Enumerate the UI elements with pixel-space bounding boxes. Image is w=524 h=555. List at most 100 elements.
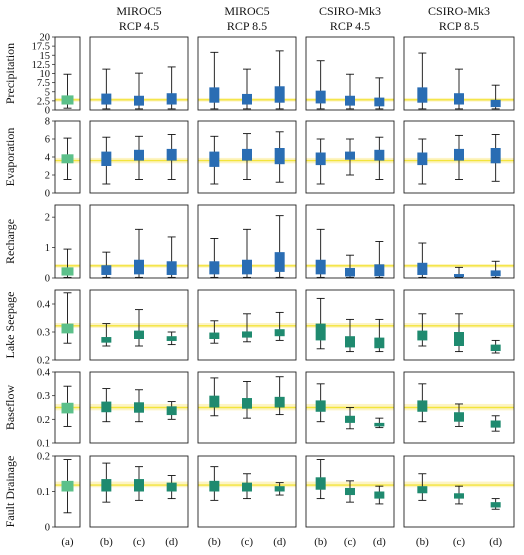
box-d — [166, 482, 177, 492]
box-c — [242, 331, 252, 338]
y-axis-title-fault-drainage: Fault Drainage — [3, 456, 17, 528]
box-b — [315, 323, 326, 341]
panel-frame — [403, 371, 515, 444]
box-c — [345, 151, 355, 160]
box-a — [61, 154, 74, 164]
panel-frame — [305, 455, 395, 528]
panel-precipitation-c45 — [305, 36, 395, 111]
box-b — [315, 90, 326, 104]
box-c — [242, 148, 252, 161]
box-d — [490, 270, 501, 277]
panel-frame — [197, 371, 297, 444]
x-label-a: (a) — [61, 536, 74, 548]
panel-baseflow-a — [54, 371, 81, 444]
panel-recharge-c85 — [403, 204, 515, 279]
panel-frame — [197, 455, 297, 528]
panel-frame — [305, 204, 395, 279]
box-a — [61, 402, 74, 414]
panel-frame — [89, 120, 189, 194]
y-tick-label-baseflow: 0.4 — [37, 368, 51, 379]
box-a — [61, 480, 74, 492]
y-tick-label-lake-seepage: 0.2 — [37, 356, 50, 367]
x-label-c: (c) — [241, 536, 254, 548]
row-recharge: Recharge 0 1 2 — [3, 204, 515, 285]
panel-baseflow-c45 — [305, 371, 395, 444]
box-d — [274, 86, 285, 103]
box-d — [374, 264, 385, 277]
y-tick-label-evaporation: 6 — [45, 135, 50, 146]
panel-recharge-m85 — [197, 204, 297, 279]
box-d — [274, 486, 285, 492]
panel-frame — [89, 36, 189, 111]
column-subtitle-m85: RCP 8.5 — [227, 19, 267, 33]
y-tick-label-baseflow: 0.3 — [37, 391, 50, 402]
box-d — [166, 336, 177, 341]
box-d — [166, 93, 177, 105]
panel-recharge-m45 — [89, 204, 189, 279]
box-a — [61, 323, 74, 334]
box-c — [134, 259, 144, 275]
box-d — [490, 148, 501, 164]
y-tick-label-precipitation: 2.5 — [37, 96, 50, 107]
column-title-m85: MIROC5 — [224, 4, 269, 18]
panel-frame — [305, 371, 395, 444]
y-tick-label-evaporation: 2 — [45, 171, 50, 182]
box-b — [101, 401, 112, 413]
panel-evaporation-m85 — [197, 120, 297, 194]
panel-recharge-c45 — [305, 204, 395, 279]
y-tick-label-precipitation: 17.5 — [32, 42, 50, 53]
x-label-b: (b) — [100, 536, 113, 548]
box-b — [209, 332, 220, 339]
y-tick-label-evaporation: 0 — [45, 189, 50, 200]
box-b — [417, 400, 428, 412]
box-d — [490, 344, 501, 352]
panel-frame — [197, 289, 297, 361]
box-c — [242, 259, 252, 275]
x-label-d: (d) — [273, 536, 286, 548]
box-b — [209, 395, 220, 408]
box-c — [454, 274, 464, 278]
panel-frame — [54, 289, 81, 361]
box-b — [101, 479, 112, 492]
panel-frame — [403, 289, 515, 361]
y-tick-label-evaporation: 8 — [45, 117, 50, 128]
column-title-c45: CSIRO-Mk3 — [319, 4, 381, 18]
y-tick-label-precipitation: 7.5 — [37, 78, 50, 89]
panel-frame — [54, 371, 81, 444]
reference-band — [404, 481, 514, 488]
box-d — [374, 97, 385, 107]
y-tick-label-precipitation: 15 — [40, 51, 51, 62]
box-b — [417, 330, 428, 341]
box-d — [490, 502, 501, 508]
box-b — [417, 87, 428, 103]
box-d — [274, 329, 285, 337]
y-tick-label-baseflow: 0.2 — [37, 415, 50, 426]
y-tick-label-fault-drainage: 0 — [45, 523, 50, 534]
box-c — [134, 149, 144, 161]
box-d — [374, 491, 385, 499]
x-label-c: (c) — [453, 536, 466, 548]
y-tick-label-fault-drainage: 0.2 — [37, 452, 50, 463]
box-a — [61, 95, 74, 105]
box-c — [242, 93, 252, 105]
x-label-b: (b) — [208, 536, 221, 548]
panel-precipitation-c85 — [403, 36, 515, 111]
panel-frame — [54, 455, 81, 528]
panel-frame — [54, 120, 81, 194]
panel-recharge-a — [54, 204, 81, 279]
column-subtitle-m45: RCP 4.5 — [119, 19, 159, 33]
y-tick-label-fault-drainage: 0.1 — [37, 487, 50, 498]
box-c — [454, 412, 464, 422]
y-tick-label-recharge: 0 — [45, 274, 50, 285]
box-c — [345, 487, 355, 496]
box-c — [134, 479, 144, 492]
panel-frame — [197, 120, 297, 194]
row-evaporation: Evaporation 0 2 4 6 8 — [3, 117, 515, 200]
y-axis-title-precipitation: Precipitation — [3, 43, 17, 104]
box-b — [101, 151, 112, 166]
box-a — [61, 267, 74, 276]
panel-frame — [89, 371, 189, 444]
box-d — [374, 337, 385, 349]
